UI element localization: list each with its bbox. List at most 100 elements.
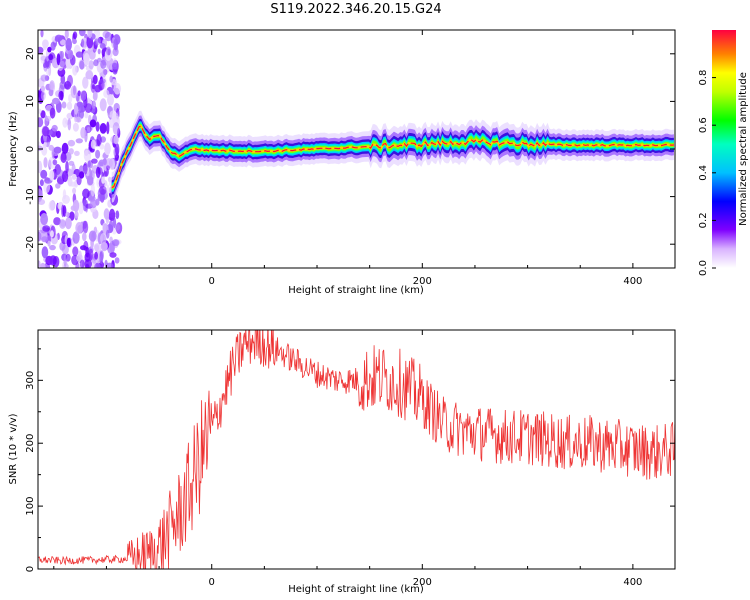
noise-blob: [67, 175, 73, 187]
noise-blob: [85, 263, 90, 268]
noise-blob: [67, 139, 76, 147]
noise-blob: [53, 146, 62, 154]
noise-blob: [91, 100, 97, 109]
xtick-label: 200: [413, 276, 432, 287]
noise-blob: [100, 233, 107, 244]
noise-blob: [93, 242, 102, 252]
noise-blob: [114, 223, 121, 231]
noise-blob: [112, 62, 118, 70]
noise-blob: [95, 121, 100, 132]
noise-blob: [112, 47, 119, 57]
ytick-label: 100: [25, 497, 36, 516]
noise-blob: [90, 80, 96, 93]
noise-blob: [72, 246, 79, 257]
noise-blob: [52, 97, 60, 105]
noise-blob: [90, 198, 97, 209]
noise-blob: [99, 98, 107, 112]
ytick-label: 300: [25, 371, 36, 390]
noise-blob: [99, 185, 107, 195]
ytick-label: 0: [25, 146, 36, 152]
noise-blob: [82, 188, 90, 199]
noise-blob: [109, 75, 113, 83]
noise-blob: [82, 76, 89, 89]
noise-blob: [82, 232, 87, 242]
noise-blob: [42, 225, 51, 232]
noise-blob: [55, 183, 61, 189]
noise-blob: [65, 217, 72, 230]
noise-blob: [82, 199, 88, 212]
noise-blob: [83, 162, 88, 175]
noise-blob: [94, 251, 98, 260]
noise-blob: [80, 127, 86, 139]
noise-blob: [40, 169, 48, 179]
noise-blob: [76, 101, 84, 108]
noise-blob: [72, 31, 78, 40]
noise-blob: [38, 141, 41, 147]
noise-blob: [104, 31, 112, 42]
noise-blob: [61, 244, 69, 255]
noise-blob: [67, 118, 72, 131]
noise-blob: [67, 49, 74, 60]
noise-blob: [102, 158, 107, 166]
noise-blob: [41, 236, 48, 243]
noise-blob: [81, 38, 85, 48]
noise-blob: [80, 245, 87, 251]
noise-blob: [40, 85, 46, 92]
noise-blob: [106, 184, 110, 196]
noise-blob: [40, 213, 48, 226]
colorbar-tick-label: 0.8: [698, 70, 709, 86]
noise-blob: [114, 257, 120, 264]
noise-blob: [54, 34, 63, 42]
noise-blob: [105, 229, 110, 239]
noise-blob: [82, 220, 89, 234]
noise-blob: [48, 88, 54, 97]
noise-blob: [67, 74, 73, 87]
noise-blob: [90, 183, 96, 197]
noise-blob: [95, 198, 100, 206]
noise-blob: [83, 52, 90, 66]
snr-xlabel: Height of straight line (km): [288, 584, 424, 595]
noise-blob: [41, 246, 49, 259]
noise-blob: [45, 115, 52, 122]
noise-blob: [72, 187, 77, 195]
noise-blob: [61, 142, 69, 154]
noise-blob: [100, 59, 107, 69]
noise-blob: [95, 166, 101, 179]
noise-blob: [38, 260, 41, 268]
noise-blob: [53, 217, 61, 226]
noise-blob: [112, 122, 120, 135]
noise-blob: [40, 90, 46, 101]
noise-blob: [69, 211, 75, 221]
xtick-label: 200: [413, 577, 432, 588]
noise-blob: [93, 59, 99, 67]
noise-blob: [49, 170, 55, 181]
noise-blob: [72, 231, 80, 244]
noise-blob: [38, 108, 42, 114]
noise-blob: [94, 263, 101, 268]
noise-blob: [38, 160, 43, 174]
noise-blob: [114, 154, 120, 162]
noise-blob: [38, 231, 42, 242]
noise-blob: [42, 126, 50, 137]
noise-blob: [104, 158, 113, 169]
noise-blob: [62, 170, 69, 183]
noise-blob: [59, 219, 66, 229]
noise-blob: [59, 60, 65, 68]
noise-blob: [88, 60, 94, 70]
noise-blob: [64, 30, 69, 39]
noise-blob: [68, 94, 73, 103]
noise-blob: [75, 51, 83, 58]
noise-blob: [75, 262, 80, 268]
noise-blob: [86, 175, 94, 186]
ytick-label: 200: [25, 434, 36, 453]
noise-blob: [95, 37, 101, 45]
noise-blob: [113, 135, 119, 145]
noise-blob: [47, 240, 51, 247]
noise-blob: [38, 145, 44, 152]
noise-blob: [89, 119, 97, 128]
xtick-label: 400: [623, 577, 642, 588]
noise-blob: [87, 103, 92, 110]
noise-blob: [60, 39, 66, 46]
noise-blob: [40, 110, 46, 119]
